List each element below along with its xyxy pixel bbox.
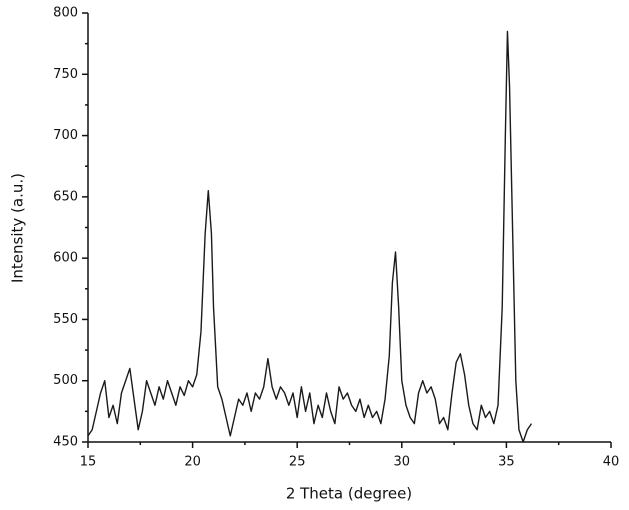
y-tick-label: 700 <box>53 128 78 143</box>
x-axis-title: 2 Theta (degree) <box>286 485 412 503</box>
y-tick-label: 550 <box>53 312 78 327</box>
y-axis-title: Intensity (a.u.) <box>9 173 27 283</box>
x-tick-label: 35 <box>498 455 515 470</box>
y-tick-label: 750 <box>53 67 78 82</box>
y-tick-label: 500 <box>53 373 78 388</box>
x-tick-label: 30 <box>394 455 411 470</box>
y-tick-label: 600 <box>53 251 78 266</box>
x-tick-label: 25 <box>289 455 306 470</box>
y-tick-label: 450 <box>53 435 78 450</box>
x-tick-label: 15 <box>80 455 97 470</box>
data-line <box>87 30 533 443</box>
y-tick-label: 800 <box>53 6 78 21</box>
x-tick-label: 40 <box>603 455 620 470</box>
y-tick-label: 650 <box>53 189 78 204</box>
x-tick-label: 20 <box>184 455 201 470</box>
